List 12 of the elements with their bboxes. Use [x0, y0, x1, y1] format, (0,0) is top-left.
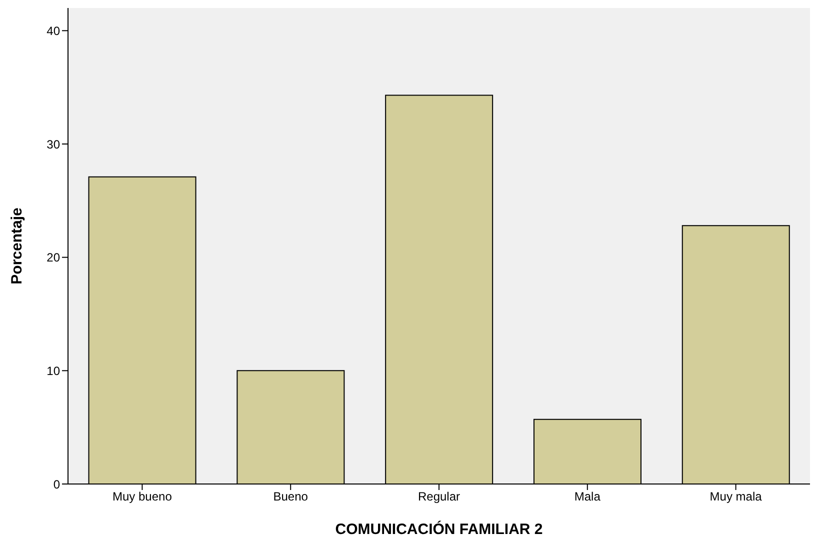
x-tick-label: Regular	[418, 490, 460, 504]
y-tick-label: 0	[53, 477, 60, 492]
y-tick-label: 20	[46, 250, 60, 265]
x-tick-label: Muy mala	[710, 490, 762, 504]
x-axis-title: COMUNICACIÓN FAMILIAR 2	[335, 520, 543, 538]
y-tick-label: 40	[46, 24, 60, 38]
y-tick-label: 30	[46, 137, 60, 152]
x-tick-label: Muy bueno	[112, 490, 172, 504]
y-axis-title: Porcentaje	[8, 208, 26, 284]
x-tick-label: Mala	[574, 490, 601, 504]
y-tick-label: 10	[46, 364, 60, 378]
x-tick-label: Bueno	[273, 490, 308, 504]
